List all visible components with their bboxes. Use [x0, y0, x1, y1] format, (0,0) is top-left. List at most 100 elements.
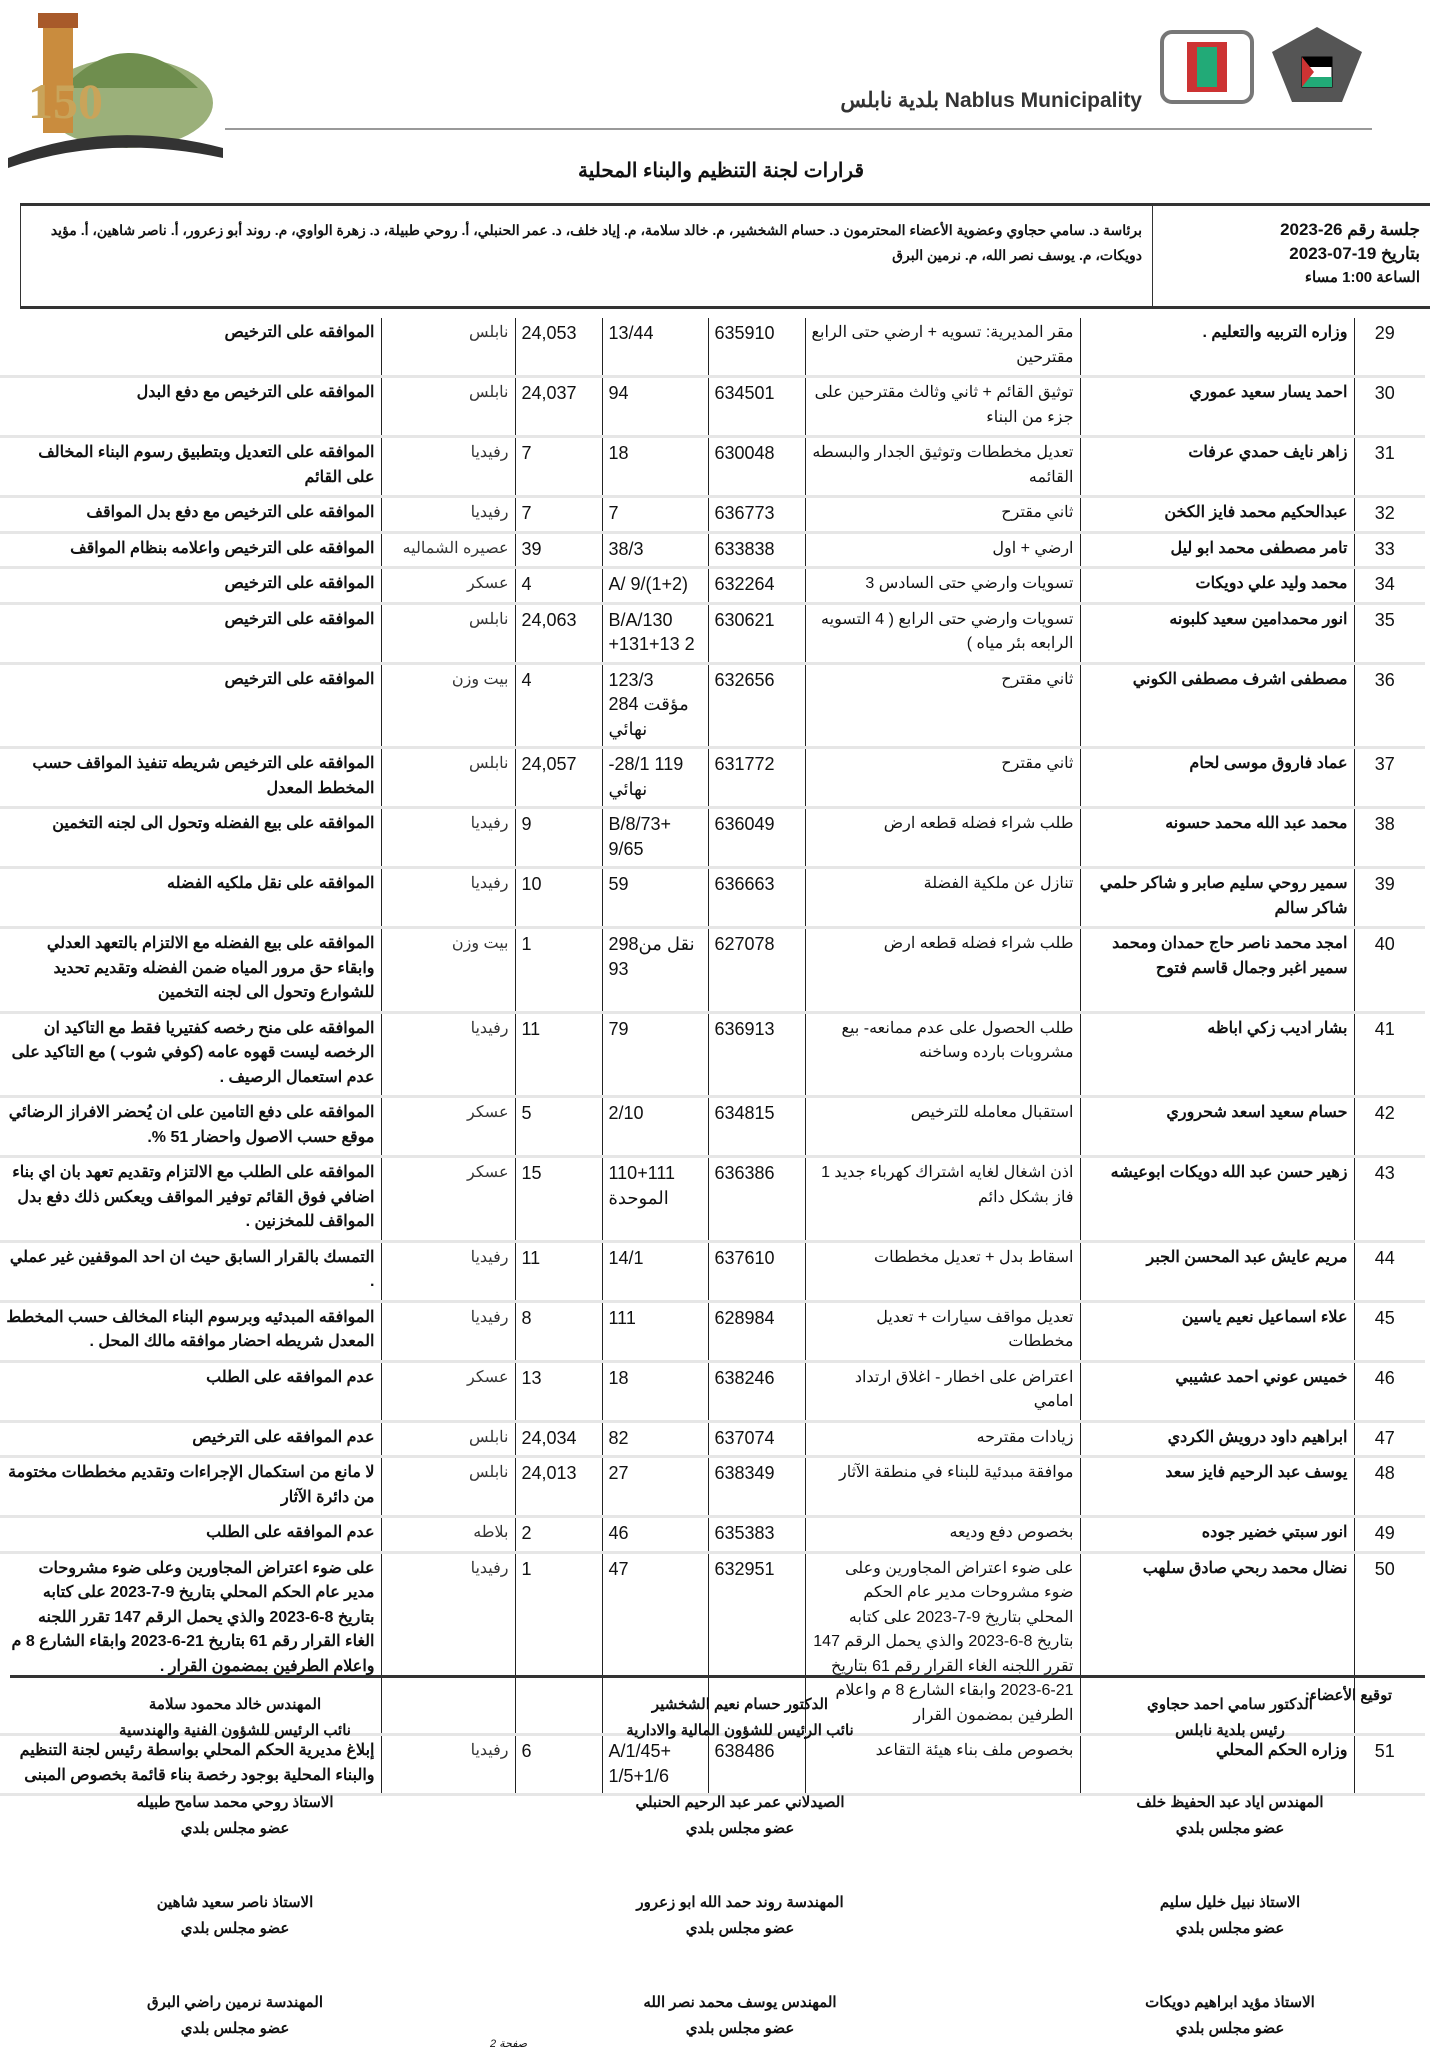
- table-row: 49 انور سبتي خضير جوده بخصوص دفع وديعه 6353…: [0, 1516, 1425, 1554]
- table-row: 33 تامر مصطفى محمد ابو ليل ارضي + اول 63383…: [0, 532, 1425, 569]
- row-number: 31: [1354, 436, 1425, 498]
- svg-text:150: 150: [28, 73, 103, 129]
- file-number: 637610: [708, 1241, 806, 1303]
- parcel-number: 27: [602, 1456, 709, 1518]
- applicant-name: حسام سعيد اسعد شحروري: [1080, 1096, 1355, 1158]
- decision: الموافقه على بيع الفضله مع الالتزام بالت…: [0, 927, 382, 1014]
- row-number: 32: [1354, 496, 1425, 534]
- signatory-role: عضو مجلس بلدي: [685, 1820, 795, 1837]
- table-end-divider: [10, 1675, 1425, 1678]
- parcel-number: 123/3 مؤقت 284 نهائي: [602, 663, 709, 749]
- signature-block: الاستاذ روحي محمد سامح طبيله عضو مجلس بلد…: [45, 1790, 425, 1842]
- locality: نابلس: [381, 1456, 516, 1518]
- signatory-role: نائب الرئيس للشؤون الفنية والهندسية: [119, 1722, 351, 1739]
- request-description: تعديل مخططات وتوثيق الجدار والبسطه القائ…: [805, 436, 1081, 498]
- basin-number: 5: [515, 1096, 603, 1158]
- file-number: 636049: [708, 807, 806, 869]
- locality: رفيديا: [381, 867, 516, 929]
- parcel-number: 79: [602, 1012, 709, 1098]
- applicant-name: محمد وليد علي دويكات: [1080, 567, 1355, 605]
- table-row: 35 انور محمدامين سعيد كلبونه تسويات وارضي …: [0, 603, 1425, 665]
- signatory-role: عضو مجلس بلدي: [685, 1920, 795, 1937]
- session-info-box: جلسة رقم 26-2023 بتاريخ 19-07-2023 الساع…: [20, 203, 1430, 309]
- parcel-number: A/1/45+ 1/5+1/6: [602, 1734, 709, 1796]
- locality: رفيديا: [381, 1012, 516, 1098]
- locality: بيت وزن: [381, 927, 516, 1014]
- nablus-150-anniversary-logo: 150: [8, 13, 223, 168]
- request-description: طلب الحصول على عدم ممانعه- بيع مشروبات ب…: [805, 1012, 1081, 1098]
- file-number: 634501: [708, 376, 806, 438]
- parcel-number: 298نقل من 93: [602, 927, 709, 1014]
- parcel-number: 18: [602, 436, 709, 498]
- parcel-number: 46: [602, 1516, 709, 1554]
- basin-number: 24,057: [515, 747, 603, 809]
- signature-block: الاستاذ ناصر سعيد شاهين عضو مجلس بلدي: [45, 1890, 425, 1942]
- table-row: 40 امجد محمد ناصر حاج حمدان ومحمد سمير اغ…: [0, 927, 1425, 1014]
- file-number: 630621: [708, 603, 806, 665]
- decision: الموافقه على بيع الفضله وتحول الى لجنه ا…: [0, 807, 382, 869]
- row-number: 48: [1354, 1456, 1425, 1518]
- signature-block: المهندسة نرمين راضي البرق عضو مجلس بلدي: [45, 1990, 425, 2042]
- decision: إبلاغ مديرية الحكم المحلي بواسطة رئيس لج…: [0, 1734, 382, 1796]
- table-row: 37 عماد فاروق موسى لحام ثاني مقترح 631772 -2…: [0, 747, 1425, 809]
- row-number: 36: [1354, 663, 1425, 749]
- request-description: موافقة مبدئية للبناء في منطقة الآثار: [805, 1456, 1081, 1518]
- decision: الموافقه على الترخيص مع دفع بدل المواقف: [0, 496, 382, 534]
- signature-block: الاستاذ نبيل خليل سليم عضو مجلس بلدي: [1040, 1890, 1420, 1942]
- signatory-role: عضو مجلس بلدي: [180, 1820, 290, 1837]
- request-description: اذن اشغال لغايه اشتراك كهرباء جديد 1 فاز…: [805, 1156, 1081, 1243]
- applicant-name: مصطفى اشرف مصطفى الكوني: [1080, 663, 1355, 749]
- signatory-role: عضو مجلس بلدي: [685, 2020, 795, 2037]
- decision: الموافقه على الطلب مع الالتزام وتقديم تع…: [0, 1156, 382, 1243]
- signatory-role: نائب الرئيس للشؤون المالية والادارية: [626, 1722, 854, 1739]
- basin-number: 7: [515, 436, 603, 498]
- locality: نابلس: [381, 603, 516, 665]
- basin-number: 24,034: [515, 1421, 603, 1458]
- signature-block: الدكتور حسام نعيم الشخشير نائب الرئيس للش…: [550, 1692, 930, 1744]
- request-description: تسويات وارضي حتى الرابع ( 4 التسويه الرا…: [805, 603, 1081, 665]
- basin-number: 1: [515, 1552, 603, 1736]
- palestine-eagle-emblem: [1272, 27, 1362, 102]
- file-number: 627078: [708, 927, 806, 1014]
- locality: بيت وزن: [381, 663, 516, 749]
- signatory-name: الاستاذ نبيل خليل سليم: [1159, 1894, 1301, 1911]
- applicant-name: علاء اسماعيل نعيم ياسين: [1080, 1301, 1355, 1363]
- decision: الموافقه على التعديل وبتطبيق رسوم البناء…: [0, 436, 382, 498]
- parcel-number: 38/3: [602, 532, 709, 569]
- file-number: 635910: [708, 318, 806, 378]
- document-title: قرارات لجنة التنظيم والبناء المحلية: [577, 160, 865, 182]
- table-row: 46 خميس عوني احمد عشيبي اعتراض على اخطار -…: [0, 1361, 1425, 1423]
- parcel-number: 14/1: [602, 1241, 709, 1303]
- applicant-name: زاهر نايف حمدي عرفات: [1080, 436, 1355, 498]
- file-number: 635383: [708, 1516, 806, 1554]
- basin-number: 24,063: [515, 603, 603, 665]
- row-number: 49: [1354, 1516, 1425, 1554]
- row-number: 30: [1354, 376, 1425, 438]
- request-description: تنازل عن ملكية الفضلة: [805, 867, 1081, 929]
- row-number: 33: [1354, 532, 1425, 569]
- request-description: طلب شراء فضله قطعه ارض: [805, 927, 1081, 1014]
- decision: عدم الموافقه على الترخيص: [0, 1421, 382, 1458]
- basin-number: 39: [515, 532, 603, 569]
- signature-block: المهندس خالد محمود سلامة نائب الرئيس للشؤ…: [45, 1692, 425, 1744]
- row-number: 47: [1354, 1421, 1425, 1458]
- basin-number: 13: [515, 1361, 603, 1423]
- page-number: صفحة 2: [490, 2038, 528, 2050]
- file-number: 636386: [708, 1156, 806, 1243]
- parcel-number: 18: [602, 1361, 709, 1423]
- parcel-number: A/ 9/(1+2): [602, 567, 709, 605]
- row-number: 38: [1354, 807, 1425, 869]
- signatory-role: عضو مجلس بلدي: [1175, 1920, 1285, 1937]
- parcel-number: B/A/130 +131+13 2: [602, 603, 709, 665]
- table-row: 51 وزاره الحكم المحلي بخصوص ملف بناء هيئة …: [0, 1734, 1425, 1796]
- decision: الموافقه على الترخيص مع دفع البدل: [0, 376, 382, 438]
- basin-number: 7: [515, 496, 603, 534]
- file-number: 632656: [708, 663, 806, 749]
- basin-number: 8: [515, 1301, 603, 1363]
- locality: رفيديا: [381, 1301, 516, 1363]
- signatory-role: رئيس بلدية نابلس: [1175, 1722, 1285, 1739]
- decision: الموافقه على الترخيص: [0, 318, 382, 378]
- applicant-name: انور محمدامين سعيد كلبونه: [1080, 603, 1355, 665]
- session-details: جلسة رقم 26-2023 بتاريخ 19-07-2023 الساع…: [1152, 206, 1430, 306]
- applicant-name: احمد يسار سعيد عموري: [1080, 376, 1355, 438]
